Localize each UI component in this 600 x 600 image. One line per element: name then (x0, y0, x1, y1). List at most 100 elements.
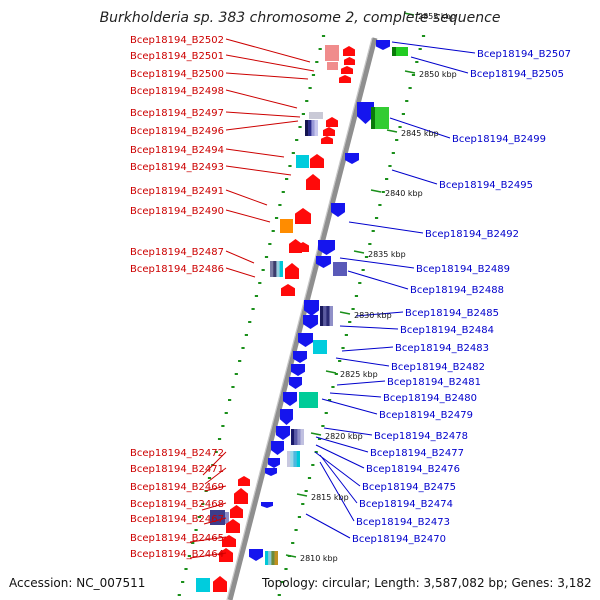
forward-track-dot (268, 243, 272, 245)
reverse-track-dot (381, 191, 385, 193)
reverse-label-leader (347, 270, 409, 290)
gene-block (313, 340, 327, 354)
multi-gene-block (294, 429, 298, 445)
scale-tick (310, 432, 322, 436)
reverse-gene-arrow (316, 256, 331, 268)
forward-track-dot (301, 113, 305, 115)
gene-block (299, 392, 318, 408)
reverse-label-leader (335, 357, 390, 367)
reverse-track-dot (395, 139, 399, 141)
reverse-gene-label: Bcep18194_B2476 (366, 464, 460, 475)
reverse-track-dot (354, 295, 359, 297)
reverse-label-leader (315, 444, 365, 469)
multi-gene-block (296, 451, 300, 467)
forward-track-dot (285, 178, 289, 180)
scale-tick (285, 554, 297, 558)
forward-label-leader (225, 148, 285, 158)
reverse-gene-label: Bcep18194_B2473 (356, 517, 450, 528)
forward-gene-label: Bcep18194_B2472 (130, 448, 224, 459)
forward-track-dot (281, 191, 285, 193)
reverse-gene-arrow (298, 333, 313, 347)
reverse-track-dot (301, 503, 305, 505)
forward-label-leader (225, 165, 292, 176)
forward-gene-label: Bcep18194_B2491 (130, 186, 224, 197)
reverse-label-leader (391, 41, 476, 54)
forward-track-dot (184, 568, 188, 570)
gene-block (296, 155, 309, 168)
reverse-label-leader (391, 169, 438, 185)
forward-track-dot (224, 412, 228, 414)
reverse-gene-arrow (293, 351, 307, 363)
forward-track-dot (278, 204, 282, 206)
forward-gene-arrow (297, 242, 309, 252)
scale-label: 2835 kbp (368, 250, 406, 259)
reverse-gene-label: Bcep18194_B2492 (425, 229, 519, 240)
map-title: Burkholderia sp. 383 chromosome 2, compl… (99, 10, 501, 26)
gene-labels: Bcep18194_B2502 Bcep18194_B2501 Bcep18194_… (130, 35, 571, 560)
forward-gene-arrow (339, 75, 351, 83)
forward-label-leader (225, 120, 299, 131)
forward-gene-arrow (234, 488, 248, 504)
gene-features (196, 40, 408, 592)
scale-tick (296, 493, 308, 497)
reverse-label-leader (319, 454, 358, 504)
forward-track-dot (201, 503, 205, 505)
reverse-track-dot (371, 230, 375, 232)
reverse-track-dot (328, 399, 332, 401)
reverse-track-dot (411, 74, 416, 76)
forward-gene-label: Bcep18194_B2486 (130, 264, 224, 275)
reverse-track-dot (334, 373, 338, 375)
gene-block (392, 47, 396, 56)
reverse-gene-arrow (283, 392, 297, 406)
forward-gene-label: Bcep18194_B2496 (130, 126, 224, 137)
gene-block (373, 107, 389, 129)
reverse-gene-arrow (271, 441, 284, 455)
reverse-label-leader (389, 117, 451, 139)
reverse-gene-arrow (280, 409, 293, 425)
scale-tick (386, 129, 398, 133)
reverse-gene-label: Bcep18194_B2474 (359, 499, 453, 510)
reverse-gene-arrow (291, 364, 305, 376)
reverse-track-dot (401, 113, 405, 115)
multi-gene-block (271, 551, 275, 565)
forward-gene-arrow (238, 476, 250, 486)
forward-track-dot (288, 165, 292, 167)
reverse-track-dot (291, 542, 295, 544)
forward-gene-label: Bcep18194_B2490 (130, 206, 224, 217)
topology-text: Topology: circular; Length: 3,587,082 bp… (262, 576, 592, 590)
multi-gene-block (320, 306, 324, 326)
reverse-track-dot (341, 347, 345, 349)
forward-label-leader (225, 38, 311, 63)
reverse-track-dot (398, 126, 402, 128)
multi-gene-block (308, 120, 312, 136)
forward-label-leader (225, 54, 315, 72)
scale-label: 2850 kbp (419, 70, 457, 79)
reverse-track-dot (317, 438, 322, 440)
forward-gene-arrow (222, 535, 236, 547)
forward-gene-label: Bcep18194_B2500 (130, 69, 224, 80)
reverse-label-leader (329, 392, 382, 398)
gene-block (309, 112, 323, 119)
reverse-gene-label: Bcep18194_B2479 (379, 410, 473, 421)
forward-track-dot (291, 152, 295, 154)
reverse-gene-label: Bcep18194_B2499 (452, 134, 546, 145)
scale-label: 2830 kbp (354, 311, 392, 320)
forward-gene-arrow (226, 519, 240, 533)
multi-gene-block (305, 120, 309, 136)
reverse-track-dot (361, 269, 365, 271)
forward-label-leader (225, 267, 256, 278)
multi-gene-block (270, 261, 274, 277)
forward-track-dot (241, 347, 245, 349)
reverse-track-dot (408, 87, 412, 89)
scale-label: 2840 kbp (385, 189, 423, 198)
multi-gene-block (291, 429, 295, 445)
reverse-gene-arrow (303, 315, 318, 329)
forward-gene-arrow (285, 263, 299, 279)
forward-label-leader (225, 89, 298, 109)
forward-track-dot (254, 295, 259, 297)
forward-track-dot (187, 555, 191, 557)
scale-tick (404, 70, 416, 74)
multi-gene-block (265, 551, 269, 565)
scale-label: 2815 kbp (311, 493, 349, 502)
